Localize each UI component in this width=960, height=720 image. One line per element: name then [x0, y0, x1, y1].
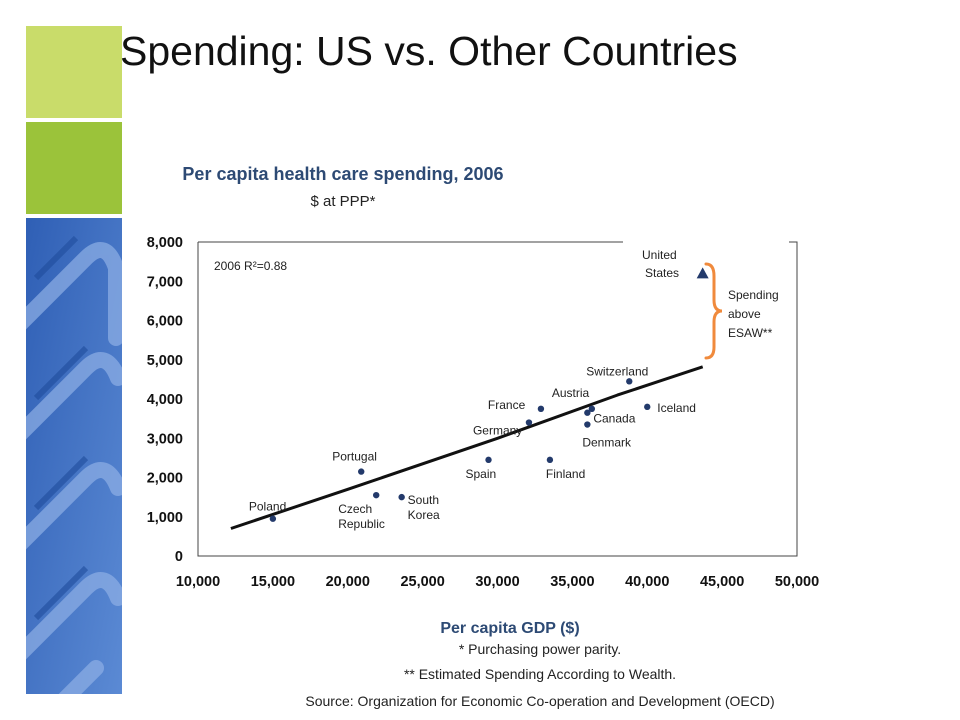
data-point — [537, 405, 545, 413]
y-tick-label: 0 — [175, 549, 183, 565]
data-point — [584, 409, 591, 416]
y-tick-label: 4,000 — [147, 392, 183, 408]
x-tick-label: 15,000 — [251, 574, 295, 590]
point-label: Germany — [473, 424, 522, 438]
data-point — [485, 456, 492, 464]
x-tick-label: 35,000 — [550, 574, 594, 590]
data-point — [358, 468, 365, 475]
point-label: South — [408, 493, 439, 507]
point-label: Poland — [249, 500, 286, 514]
us-triangle-point — [696, 267, 709, 279]
point-label: Iceland — [657, 401, 696, 415]
x-tick-label: 45,000 — [700, 574, 744, 590]
annotations: 2006 R²=0.88 Spending above ESAW** — [214, 259, 779, 360]
y-tick-label: 7,000 — [147, 274, 183, 290]
page-title: Spending: US vs. Other Countries — [120, 28, 738, 74]
point-label: Denmark — [582, 436, 632, 450]
trend-line — [230, 365, 704, 530]
point-label: Republic — [338, 517, 385, 531]
data-point — [588, 405, 596, 413]
chart-axes: 10,000 15,000 20,000 25,000 30,000 35,000 40,0… — [147, 235, 819, 590]
point-label: Austria — [552, 386, 590, 400]
y-tick-label: 8,000 — [147, 235, 183, 251]
point-label: Canada — [593, 412, 635, 426]
data-point — [626, 378, 633, 385]
footnote-ppp: * Purchasing power parity. — [458, 641, 622, 657]
data-point — [373, 491, 380, 499]
chart-frame — [197, 241, 798, 557]
point-label: United — [642, 248, 677, 262]
x-tick-label: 50,000 — [775, 574, 819, 590]
x-tick-label: 25,000 — [400, 574, 444, 590]
decor-blue-pattern — [26, 218, 122, 694]
point-label: Switzerland — [586, 364, 648, 378]
bracket-label: above — [728, 307, 761, 321]
point-label: Korea — [408, 508, 440, 522]
decor-green-block — [26, 122, 122, 214]
data-points — [269, 267, 709, 522]
data-point — [644, 403, 651, 411]
footnote-esaw: ** Estimated Spending According to Wealt… — [403, 666, 677, 682]
point-label: Spain — [466, 467, 497, 481]
chart-subtitle: $ at PPP* — [310, 193, 376, 210]
data-point — [584, 421, 591, 428]
data-point — [398, 493, 405, 501]
orange-bracket — [704, 262, 723, 360]
point-label: Czech — [338, 502, 372, 516]
trend-line-group — [230, 365, 704, 530]
chart-title: Per capita health care spending, 2006 — [182, 164, 504, 184]
r-squared-annotation: 2006 R²=0.88 — [214, 259, 287, 273]
y-tick-label: 6,000 — [147, 314, 183, 330]
bracket-label: Spending — [728, 288, 779, 302]
decor-light-green-block — [26, 26, 122, 118]
x-axis-label: Per capita GDP ($) — [440, 620, 580, 637]
x-tick-label: 10,000 — [176, 574, 220, 590]
bracket-label: ESAW** — [728, 326, 773, 340]
point-label: Portugal — [332, 450, 377, 464]
plot-frame — [197, 241, 798, 557]
y-tick-label: 2,000 — [147, 471, 183, 487]
data-point — [546, 456, 554, 464]
x-tick-label: 40,000 — [625, 574, 669, 590]
data-point — [269, 515, 277, 522]
point-label: States — [645, 266, 679, 280]
x-tick-label: 30,000 — [475, 574, 519, 590]
point-label: France — [488, 398, 526, 412]
y-tick-label: 1,000 — [147, 510, 183, 526]
point-label: Finland — [546, 467, 585, 481]
y-tick-label: 5,000 — [147, 353, 183, 369]
y-tick-label: 3,000 — [147, 431, 183, 447]
footnote-source: Source: Organization for Economic Co-ope… — [305, 693, 775, 709]
x-tick-label: 20,000 — [326, 574, 370, 590]
data-point — [525, 419, 533, 426]
